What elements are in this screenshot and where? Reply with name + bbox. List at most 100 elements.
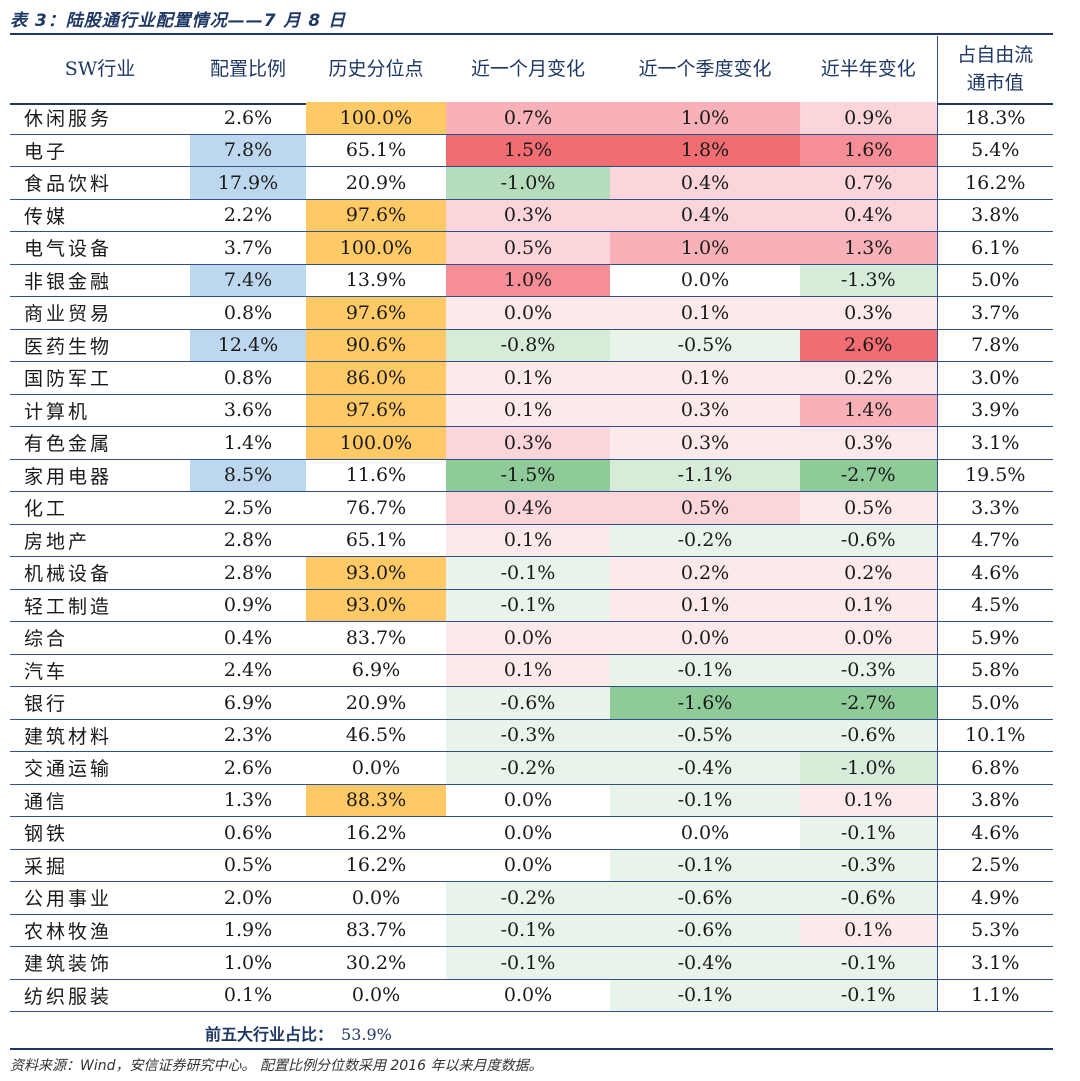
cell-month-change: -0.1% [446, 946, 610, 980]
table-row: 传媒 2.2% 97.6% 0.3% 0.4% 0.4% 3.8% [10, 199, 1053, 232]
cell-allocation-ratio: 1.9% [190, 914, 306, 947]
cell-free-float-share: 6.1% [936, 231, 1053, 265]
cell-industry: 房地产 [10, 524, 190, 557]
cell-allocation-ratio: 17.9% [190, 166, 306, 200]
cell-free-float-share: 2.5% [936, 849, 1053, 882]
cell-free-float-share: 5.8% [936, 654, 1053, 687]
cell-free-float-share: 3.8% [936, 784, 1053, 817]
cell-free-float-share: 7.8% [936, 329, 1053, 362]
cell-industry: 公用事业 [10, 881, 190, 915]
cell-free-float-share: 4.9% [936, 881, 1053, 915]
cell-historical-percentile: 16.2% [306, 816, 446, 850]
cell-quarter-change: 0.0% [610, 264, 800, 297]
cell-allocation-ratio: 2.4% [190, 654, 306, 687]
cell-quarter-change: -0.1% [610, 784, 800, 817]
cell-historical-percentile: 86.0% [306, 361, 446, 395]
cell-quarter-change: 0.3% [610, 426, 800, 460]
cell-historical-percentile: 11.6% [306, 459, 446, 492]
cell-historical-percentile: 100.0% [306, 231, 446, 265]
header-allocation-ratio: 配置比例 [209, 58, 286, 80]
table-row: 钢铁 0.6% 16.2% 0.0% 0.0% -0.1% 4.6% [10, 816, 1053, 850]
cell-historical-percentile: 65.1% [306, 524, 446, 557]
cell-industry: 计算机 [10, 394, 190, 427]
cell-quarter-change: -0.5% [610, 329, 800, 362]
cell-industry: 纺织服装 [10, 979, 190, 1012]
table-row: 非银金融 7.4% 13.9% 1.0% 0.0% -1.3% 5.0% [10, 264, 1053, 297]
cell-industry: 综合 [10, 621, 190, 655]
cell-historical-percentile: 0.0% [306, 751, 446, 785]
cell-historical-percentile: 13.9% [306, 264, 446, 297]
cell-halfyear-change: -1.3% [800, 264, 937, 297]
cell-month-change: 0.0% [446, 296, 610, 330]
cell-allocation-ratio: 3.6% [190, 394, 306, 427]
cell-free-float-share: 3.8% [936, 199, 1053, 232]
table-row: 纺织服装 0.1% 0.0% 0.0% -0.1% -0.1% 1.1% [10, 979, 1053, 1012]
cell-halfyear-change: 0.2% [800, 556, 937, 590]
table-body: 休闲服务 2.6% 100.0% 0.7% 1.0% 0.9% 18.3% 电子 7.8% 65.… [10, 102, 1053, 1012]
cell-month-change: 0.0% [446, 816, 610, 850]
table-row: 有色金属 1.4% 100.0% 0.3% 0.3% 0.3% 3.1% [10, 426, 1053, 460]
cell-industry: 汽车 [10, 654, 190, 687]
cell-halfyear-change: 0.2% [800, 361, 937, 395]
header-historical-percentile: 历史分位点 [328, 58, 424, 80]
cell-halfyear-change: 1.3% [800, 231, 937, 265]
cell-quarter-change: -0.1% [610, 849, 800, 882]
cell-month-change: 0.7% [446, 102, 610, 135]
cell-historical-percentile: 83.7% [306, 621, 446, 655]
cell-allocation-ratio: 0.8% [190, 361, 306, 395]
cell-quarter-change: 0.2% [610, 556, 800, 590]
cell-free-float-share: 18.3% [936, 102, 1053, 135]
cell-industry: 食品饮料 [10, 166, 190, 200]
cell-free-float-share: 5.0% [936, 686, 1053, 720]
cell-quarter-change: 0.5% [610, 491, 800, 525]
cell-quarter-change: 0.4% [610, 166, 800, 200]
table-row: 房地产 2.8% 65.1% 0.1% -0.2% -0.6% 4.7% [10, 524, 1053, 557]
header-industry: SW行业 [64, 58, 136, 80]
cell-allocation-ratio: 2.0% [190, 881, 306, 915]
cell-industry: 化工 [10, 491, 190, 525]
cell-halfyear-change: 0.3% [800, 296, 937, 330]
cell-industry: 国防军工 [10, 361, 190, 395]
header-month-change: 近一个月变化 [470, 58, 585, 80]
cell-quarter-change: 1.0% [610, 231, 800, 265]
cell-historical-percentile: 46.5% [306, 719, 446, 752]
cell-month-change: 0.1% [446, 654, 610, 687]
cell-allocation-ratio: 2.8% [190, 556, 306, 590]
cell-allocation-ratio: 0.5% [190, 849, 306, 882]
cell-historical-percentile: 6.9% [306, 654, 446, 687]
cell-halfyear-change: 0.1% [800, 784, 937, 817]
cell-month-change: 0.3% [446, 426, 610, 460]
table-row: 公用事业 2.0% 0.0% -0.2% -0.6% -0.6% 4.9% [10, 881, 1053, 915]
cell-halfyear-change: -2.7% [800, 459, 937, 492]
cell-halfyear-change: 2.6% [800, 329, 937, 362]
table-row: 计算机 3.6% 97.6% 0.1% 0.3% 1.4% 3.9% [10, 394, 1053, 427]
cell-allocation-ratio: 1.0% [190, 946, 306, 980]
cell-allocation-ratio: 0.8% [190, 296, 306, 330]
cell-quarter-change: 0.3% [610, 394, 800, 427]
cell-industry: 银行 [10, 686, 190, 720]
cell-quarter-change: -0.4% [610, 751, 800, 785]
cell-free-float-share: 3.7% [936, 296, 1053, 330]
cell-allocation-ratio: 1.3% [190, 784, 306, 817]
cell-quarter-change: 0.1% [610, 296, 800, 330]
industry-allocation-table: SW行业 配置比例 历史分位点 近一个月变化 近一个季度变化 近半年变化 占自由… [10, 36, 1053, 1012]
cell-free-float-share: 3.9% [936, 394, 1053, 427]
cell-quarter-change: -0.2% [610, 524, 800, 557]
cell-allocation-ratio: 2.6% [190, 102, 306, 135]
cell-free-float-share: 4.6% [936, 816, 1053, 850]
cell-month-change: 0.0% [446, 849, 610, 882]
cell-industry: 家用电器 [10, 459, 190, 492]
cell-quarter-change: 0.0% [610, 621, 800, 655]
cell-month-change: 0.0% [446, 979, 610, 1012]
cell-quarter-change: -0.6% [610, 914, 800, 947]
cell-halfyear-change: 0.7% [800, 166, 937, 200]
cell-industry: 建筑装饰 [10, 946, 190, 980]
cell-month-change: 1.0% [446, 264, 610, 297]
table-row: 轻工制造 0.9% 93.0% -0.1% 0.1% 0.1% 4.5% [10, 589, 1053, 622]
cell-quarter-change: -0.1% [610, 654, 800, 687]
cell-industry: 电子 [10, 134, 190, 167]
cell-industry: 医药生物 [10, 329, 190, 362]
cell-free-float-share: 5.0% [936, 264, 1053, 297]
cell-industry: 通信 [10, 784, 190, 817]
cell-free-float-share: 3.3% [936, 491, 1053, 525]
